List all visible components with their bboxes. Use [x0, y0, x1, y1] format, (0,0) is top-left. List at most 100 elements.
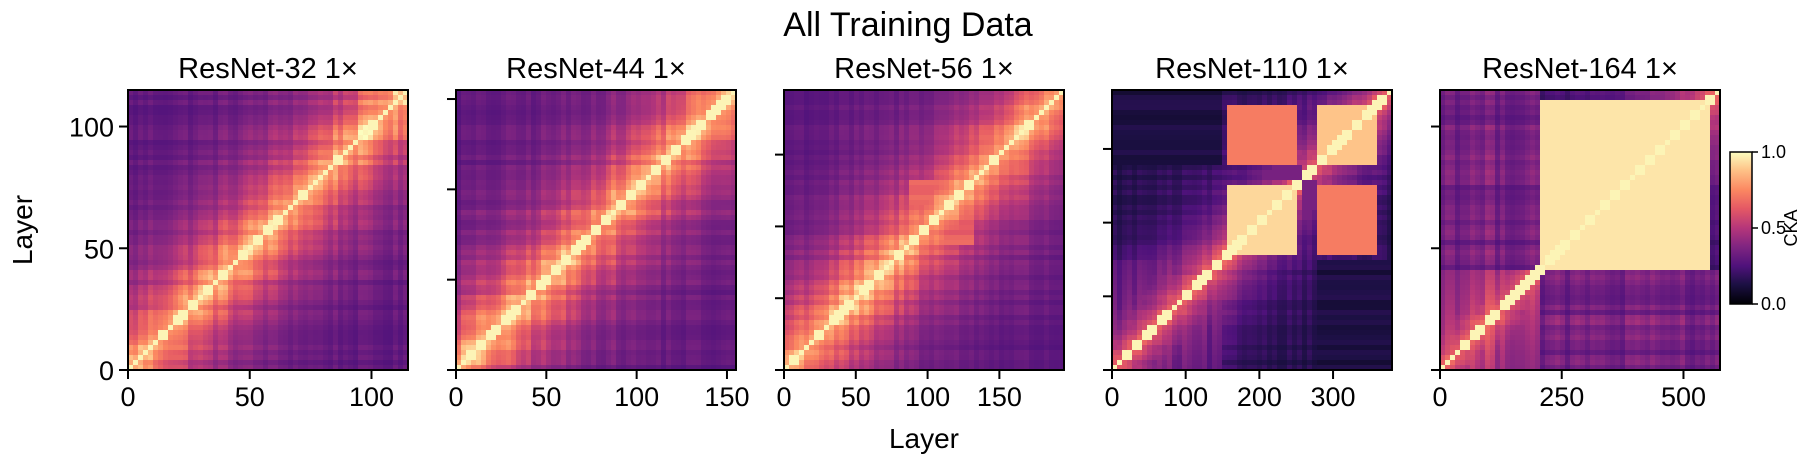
heatmap-cell — [243, 280, 249, 286]
heatmap-cell — [263, 175, 269, 181]
heatmap-cell — [606, 95, 612, 101]
heatmap-cell — [481, 155, 487, 161]
heatmap-cell — [586, 175, 592, 181]
heatmap-cell — [551, 150, 557, 156]
heatmap-cell — [383, 240, 389, 246]
heatmap-cell — [343, 265, 349, 271]
heatmap-cell — [636, 120, 642, 126]
heatmap-cell — [188, 205, 194, 211]
heatmap-cell — [383, 95, 389, 101]
heatmap-cell — [143, 125, 149, 131]
heatmap-cell — [531, 125, 537, 131]
heatmap-cell — [233, 170, 239, 176]
heatmap-cell — [178, 350, 184, 356]
heatmap-cell — [471, 230, 477, 236]
heatmap-cell — [486, 190, 492, 196]
heatmap-cell — [298, 110, 304, 116]
heatmap-cell — [636, 175, 642, 181]
heatmap-cell — [343, 240, 349, 246]
heatmap-cell — [213, 290, 219, 296]
heatmap-cell — [561, 190, 567, 196]
heatmap-cell — [188, 95, 194, 101]
heatmap-cell — [511, 190, 517, 196]
heatmap-cell — [173, 140, 179, 146]
heatmap-cell — [253, 270, 259, 276]
heatmap-cell — [278, 200, 284, 206]
heatmap-cell — [626, 175, 632, 181]
heatmap-cell — [283, 320, 289, 326]
heatmap-cell — [188, 305, 194, 311]
heatmap-cell — [328, 130, 334, 136]
heatmap-cell — [636, 200, 642, 206]
heatmap-cell — [393, 185, 399, 191]
heatmap-cell — [661, 190, 667, 196]
heatmap-cell — [218, 125, 224, 131]
heatmap-cell — [233, 155, 239, 161]
heatmap-cell — [536, 120, 542, 126]
heatmap-cell — [521, 110, 527, 116]
heatmap-cell — [368, 205, 374, 211]
heatmap-cell — [313, 120, 319, 126]
heatmap-cell — [403, 270, 409, 276]
heatmap-cell — [363, 175, 369, 181]
heatmap-cell — [213, 120, 219, 126]
heatmap-cell — [526, 220, 532, 226]
heatmap-cell — [511, 235, 517, 241]
heatmap-cell — [363, 365, 369, 371]
heatmap-cell — [128, 255, 134, 261]
heatmap-cell — [536, 125, 542, 131]
heatmap-cell — [163, 335, 169, 341]
heatmap-cell — [218, 120, 224, 126]
heatmap-cell — [218, 285, 224, 291]
heatmap-cell — [178, 315, 184, 321]
heatmap-cell — [283, 295, 289, 301]
heatmap-cell — [496, 230, 502, 236]
heatmap-cell — [661, 170, 667, 176]
heatmap-cell — [516, 245, 522, 251]
heatmap-cell — [228, 240, 234, 246]
heatmap-cell — [486, 135, 492, 141]
heatmap-cell — [393, 90, 399, 96]
heatmap-cell — [228, 200, 234, 206]
heatmap-cell — [238, 100, 244, 106]
heatmap-cell — [268, 300, 274, 306]
heatmap-cell — [661, 185, 667, 191]
heatmap-cell — [288, 140, 294, 146]
heatmap-cell — [358, 270, 364, 276]
heatmap-cell — [596, 240, 602, 246]
heatmap-cell — [328, 325, 334, 331]
heatmap-cell — [626, 170, 632, 176]
heatmap-cell — [173, 250, 179, 256]
heatmap-cell — [263, 180, 269, 186]
heatmap-cell — [193, 355, 199, 361]
heatmap-cell — [173, 345, 179, 351]
heatmap-cell — [631, 225, 637, 231]
heatmap-cell — [521, 180, 527, 186]
heatmap-cell — [536, 170, 542, 176]
heatmap-cell — [343, 360, 349, 366]
heatmap-cell — [556, 230, 562, 236]
heatmap-cell — [686, 175, 692, 181]
heatmap-cell — [158, 365, 164, 371]
heatmap-cell — [536, 185, 542, 191]
heatmap-cell — [398, 325, 404, 331]
heatmap-cell — [511, 140, 517, 146]
heatmap-cell — [393, 180, 399, 186]
heatmap-cell — [223, 115, 229, 121]
heatmap-cell — [706, 115, 712, 121]
heatmap-cell — [283, 185, 289, 191]
heatmap-cell — [636, 135, 642, 141]
heatmap-cell — [153, 335, 159, 341]
heatmap-cell — [383, 295, 389, 301]
heatmap-cell — [153, 355, 159, 361]
heatmap-cell — [243, 195, 249, 201]
heatmap-cell — [621, 105, 627, 111]
heatmap-cell — [388, 255, 394, 261]
heatmap-cell — [163, 365, 169, 371]
heatmap-cell — [138, 335, 144, 341]
heatmap-cell — [651, 95, 657, 101]
heatmap-cell — [566, 120, 572, 126]
heatmap-cell — [721, 225, 727, 231]
heatmap-cell — [626, 135, 632, 141]
heatmap-cell — [383, 345, 389, 351]
